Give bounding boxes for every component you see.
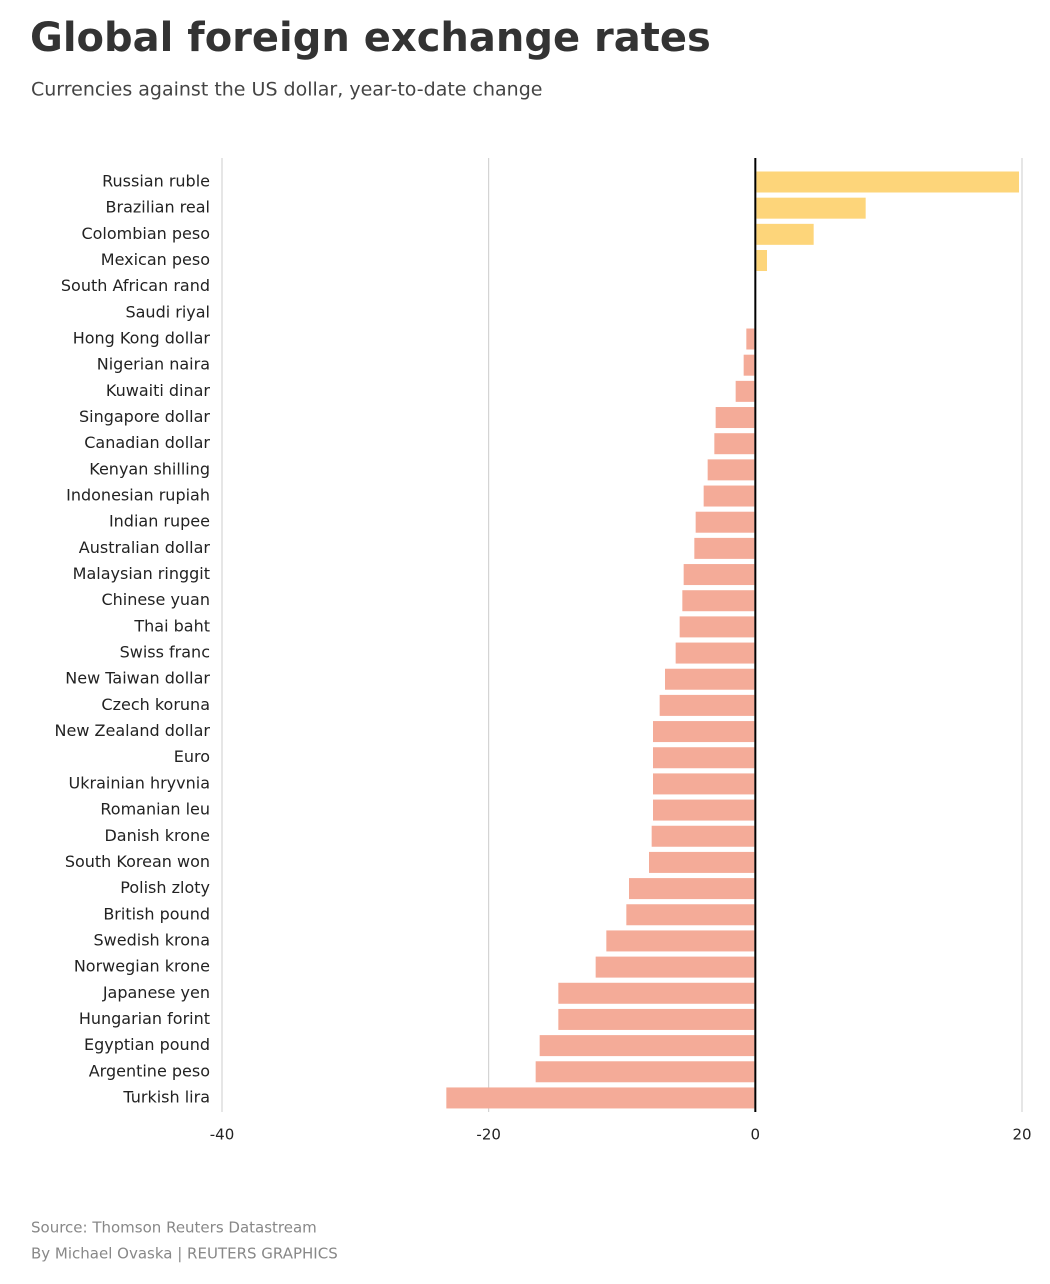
bar bbox=[446, 1087, 755, 1109]
y-tick-label: Russian ruble bbox=[102, 172, 210, 191]
bar bbox=[653, 799, 755, 821]
bar bbox=[682, 590, 755, 612]
bar bbox=[558, 1008, 755, 1030]
bar bbox=[665, 668, 755, 690]
bar bbox=[756, 197, 866, 219]
y-tick-label: Danish krone bbox=[104, 826, 210, 845]
y-tick-label: Romanian leu bbox=[100, 800, 210, 819]
bar bbox=[714, 433, 755, 455]
bar bbox=[649, 851, 755, 873]
y-tick-label: Egyptian pound bbox=[84, 1035, 210, 1054]
bar bbox=[653, 721, 755, 743]
bar bbox=[653, 747, 755, 769]
y-tick-label: Australian dollar bbox=[79, 538, 211, 557]
y-tick-label: New Taiwan dollar bbox=[65, 669, 210, 688]
bar bbox=[703, 485, 755, 507]
y-tick-label: British pound bbox=[103, 904, 210, 923]
y-tick-label: Ukrainian hryvnia bbox=[69, 773, 210, 792]
bar bbox=[683, 564, 755, 586]
byline: By Michael Ovaska | REUTERS GRAPHICS bbox=[31, 1245, 338, 1263]
y-tick-label: Brazilian real bbox=[106, 198, 210, 217]
bar bbox=[651, 825, 755, 847]
bar bbox=[539, 1035, 755, 1057]
bar bbox=[659, 694, 755, 716]
x-tick-label: 0 bbox=[751, 1126, 761, 1144]
y-tick-label: Malaysian ringgit bbox=[73, 564, 210, 583]
bar bbox=[626, 904, 755, 926]
y-tick-label: Thai baht bbox=[133, 616, 210, 635]
y-tick-label: Japanese yen bbox=[102, 983, 210, 1002]
y-tick-label: Indonesian rupiah bbox=[66, 486, 210, 505]
bar bbox=[756, 223, 814, 245]
bar bbox=[606, 930, 755, 952]
bar bbox=[653, 773, 755, 795]
bar bbox=[695, 511, 755, 533]
bar bbox=[679, 616, 755, 638]
bar bbox=[629, 878, 755, 900]
bar bbox=[675, 642, 755, 664]
y-tick-label: Mexican peso bbox=[101, 250, 210, 269]
chart-subtitle: Currencies against the US dollar, year-t… bbox=[31, 79, 542, 101]
bar bbox=[595, 956, 755, 978]
y-tick-label: Argentine peso bbox=[89, 1061, 210, 1080]
bar bbox=[743, 354, 755, 376]
y-tick-label: New Zealand dollar bbox=[55, 721, 211, 740]
y-tick-label: South African rand bbox=[61, 276, 210, 295]
bar bbox=[735, 380, 755, 402]
bar bbox=[756, 171, 1019, 193]
y-tick-label: Canadian dollar bbox=[84, 433, 210, 452]
y-tick-label: Colombian peso bbox=[81, 224, 210, 243]
y-tick-label: Hungarian forint bbox=[79, 1009, 210, 1028]
y-tick-label: Euro bbox=[174, 747, 210, 766]
bar bbox=[746, 328, 755, 350]
bar bbox=[707, 459, 755, 481]
y-tick-label: Norwegian krone bbox=[74, 957, 210, 976]
y-tick-label: Kenyan shilling bbox=[89, 459, 210, 478]
y-tick-label: Hong Kong dollar bbox=[73, 329, 211, 348]
y-tick-label: Czech koruna bbox=[101, 695, 210, 714]
y-tick-label: Indian rupee bbox=[109, 512, 210, 531]
bar bbox=[558, 982, 755, 1004]
y-tick-label: Kuwaiti dinar bbox=[106, 381, 211, 400]
y-tick-label: Turkish lira bbox=[122, 1087, 210, 1106]
bar bbox=[694, 537, 755, 559]
y-tick-label: Chinese yuan bbox=[101, 590, 210, 609]
source: Source: Thomson Reuters Datastream bbox=[31, 1219, 317, 1237]
y-tick-label: Polish zloty bbox=[120, 878, 210, 897]
bar bbox=[535, 1061, 755, 1083]
y-tick-label: Saudi riyal bbox=[125, 302, 210, 321]
x-tick-label: 20 bbox=[1012, 1126, 1031, 1144]
bar bbox=[715, 407, 755, 429]
y-tick-label: Nigerian naira bbox=[97, 355, 210, 374]
x-tick-label: -40 bbox=[210, 1126, 235, 1144]
bar bbox=[756, 250, 767, 272]
y-tick-label: Swiss franc bbox=[120, 643, 210, 662]
y-tick-label: Swedish krona bbox=[94, 930, 210, 949]
x-tick-label: -20 bbox=[476, 1126, 501, 1144]
chart-title: Global foreign exchange rates bbox=[30, 15, 711, 61]
y-tick-label: South Korean won bbox=[65, 852, 210, 871]
y-tick-label: Singapore dollar bbox=[79, 407, 210, 426]
